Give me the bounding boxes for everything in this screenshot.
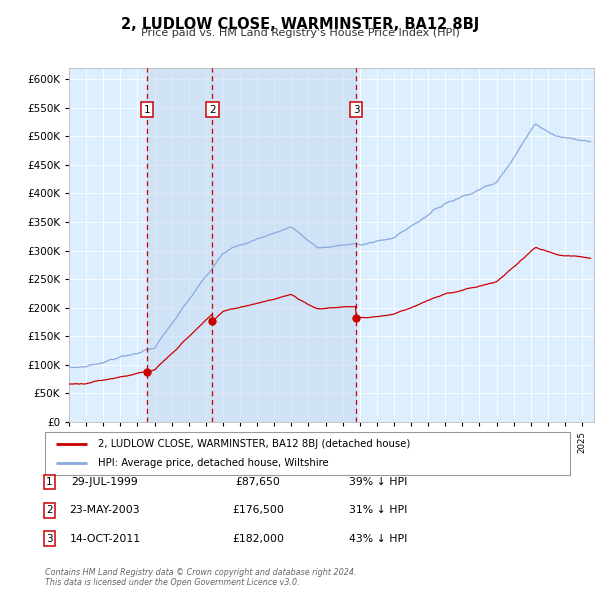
Text: 43% ↓ HPI: 43% ↓ HPI <box>349 534 407 543</box>
Text: £87,650: £87,650 <box>236 477 280 487</box>
Text: HPI: Average price, detached house, Wiltshire: HPI: Average price, detached house, Wilt… <box>97 458 328 468</box>
Text: £182,000: £182,000 <box>232 534 284 543</box>
Text: 3: 3 <box>46 534 53 543</box>
Text: 31% ↓ HPI: 31% ↓ HPI <box>349 506 407 515</box>
Text: 3: 3 <box>353 104 359 114</box>
Bar <box>147 68 212 422</box>
Bar <box>212 68 356 422</box>
Text: 29-JUL-1999: 29-JUL-1999 <box>71 477 139 487</box>
Text: 1: 1 <box>144 104 151 114</box>
Text: 23-MAY-2003: 23-MAY-2003 <box>70 506 140 515</box>
Text: 2: 2 <box>209 104 216 114</box>
Text: Contains HM Land Registry data © Crown copyright and database right 2024.
This d: Contains HM Land Registry data © Crown c… <box>45 568 356 587</box>
Text: 2: 2 <box>46 506 53 515</box>
Text: 14-OCT-2011: 14-OCT-2011 <box>70 534 140 543</box>
Text: £176,500: £176,500 <box>232 506 284 515</box>
Text: 2, LUDLOW CLOSE, WARMINSTER, BA12 8BJ: 2, LUDLOW CLOSE, WARMINSTER, BA12 8BJ <box>121 17 479 31</box>
Text: Price paid vs. HM Land Registry's House Price Index (HPI): Price paid vs. HM Land Registry's House … <box>140 28 460 38</box>
Text: 1: 1 <box>46 477 53 487</box>
Text: 2, LUDLOW CLOSE, WARMINSTER, BA12 8BJ (detached house): 2, LUDLOW CLOSE, WARMINSTER, BA12 8BJ (d… <box>97 438 410 448</box>
Text: 39% ↓ HPI: 39% ↓ HPI <box>349 477 407 487</box>
